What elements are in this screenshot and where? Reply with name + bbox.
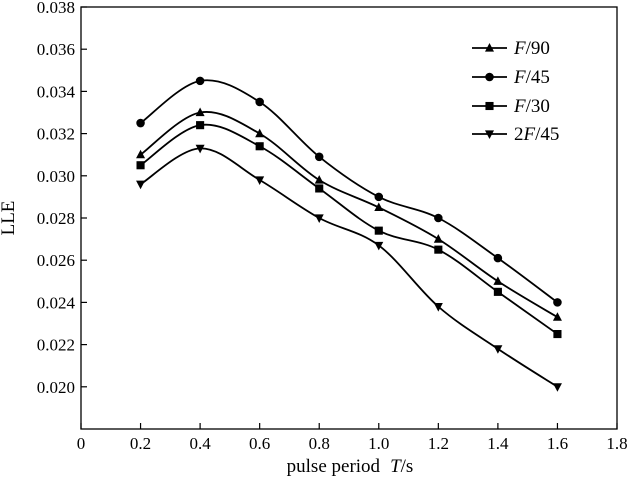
series-line-1 [140,79,558,304]
x-tick-label: 1.2 [428,434,449,453]
legend-marker [485,101,494,111]
data-point [552,383,562,392]
data-point [136,180,146,190]
data-point [493,345,503,354]
legend-label-suffix: /30 [526,96,550,117]
legend-label: 2F/45 [514,124,559,145]
y-tick-label: 0.038 [37,0,75,17]
y-axis-title: LLE [0,201,19,236]
legend-label: F/45 [513,67,550,88]
y-tick-label: 0.036 [37,40,75,59]
y-tick-label: 0.028 [37,209,75,228]
data-point [374,202,384,212]
series-lines [140,79,558,388]
data-point [374,226,383,235]
x-tick-label: 1.0 [368,434,389,453]
data-point [434,245,443,254]
data-point [374,241,384,251]
x-tick-label: 0.4 [189,434,211,453]
data-point [195,76,205,86]
data-point [195,107,205,117]
y-tick-label: 0.034 [37,82,76,101]
series-line-2 [140,123,558,335]
legend-marker [485,130,494,139]
data-point [553,298,562,307]
data-point [255,97,264,107]
legend-label-var: F [523,124,536,145]
x-tick-label: 0.8 [309,434,330,453]
x-tick-label: 0.2 [130,434,151,453]
data-point [136,118,145,128]
legend-label: F/90 [513,38,550,59]
legend-label-suffix: /45 [526,67,550,88]
y-tick-label: 0.022 [37,336,75,355]
data-point [374,192,384,202]
legend-label-suffix: /90 [526,38,550,59]
series-line-0 [140,111,558,318]
legend-label-var: F [513,67,526,88]
legend-marker [485,72,494,82]
legend-label-suffix: /45 [535,124,559,145]
x-tick-label: 0.6 [249,434,270,453]
data-point [255,128,265,138]
data-point [493,276,503,285]
data-point [314,152,324,162]
series-line-3 [140,147,558,388]
y-tick-label: 0.024 [37,293,76,312]
x-tick-label: 1.6 [547,434,568,453]
legend-entry: F/45 [472,67,550,88]
data-point [136,149,146,159]
data-point [195,144,205,154]
data-point [434,213,443,223]
x-tick-label: 1.4 [487,434,509,453]
x-tick-label: 1.8 [606,434,627,453]
data-point [196,121,205,130]
data-point [553,330,562,339]
data-point [493,253,503,263]
data-point [433,303,443,312]
x-tick-label: 0 [77,434,86,453]
legend-marker [485,43,494,52]
data-point [433,234,443,243]
data-point [493,287,502,296]
axis-ticks: 0 0.2 0.4 0.6 0.8 1.0 1.2 1.4 1.6 1.8 0.020 0.022 0.… [37,0,627,453]
legend-entry: 2F/45 [472,124,559,145]
y-tick-label: 0.032 [37,125,75,144]
data-point [552,312,562,321]
legend-label-prefix: 2 [514,124,524,145]
y-tick-label: 0.020 [37,378,75,397]
data-point [314,214,324,223]
series-markers [136,76,562,392]
data-point [314,175,324,184]
y-tick-label: 0.030 [37,167,75,186]
data-point [136,161,145,170]
legend-entry: F/30 [472,96,550,117]
x-axis-title: pulse period T/s [287,456,414,477]
legend-label: F/30 [513,96,550,117]
y-tick-label: 0.026 [37,251,75,270]
data-point [315,184,324,193]
data-point [255,176,265,185]
legend-entry: F/90 [472,38,550,59]
legend-label-var: F [513,96,526,117]
data-point [255,142,264,151]
legend-label-var: F [513,38,526,59]
